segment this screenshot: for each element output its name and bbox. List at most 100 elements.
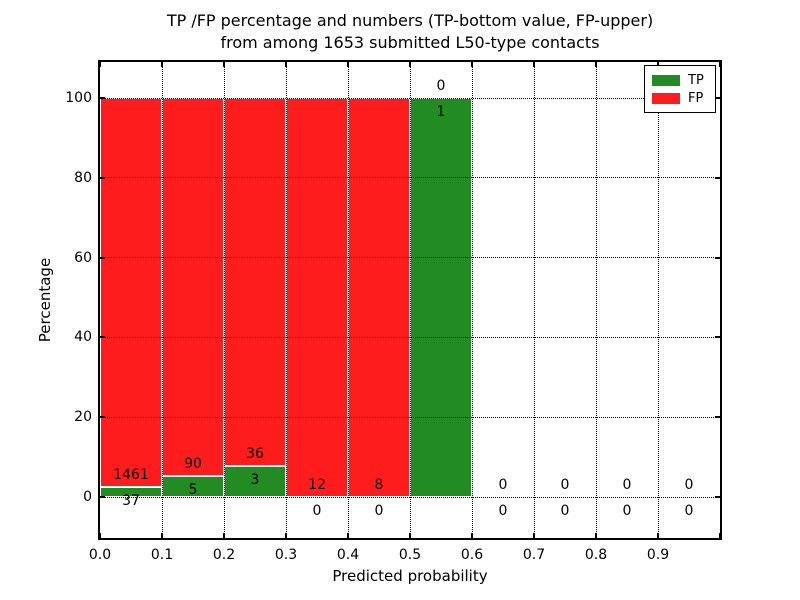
x-tick-label: 0.2 — [212, 547, 236, 563]
tp-count-label: 0 — [622, 503, 632, 519]
y-tick-mark-right — [715, 336, 720, 339]
tp-count-label: 0 — [498, 503, 508, 519]
grid-line-vertical — [285, 62, 287, 538]
y-tick-label: 60 — [74, 249, 92, 266]
grid-line-vertical — [595, 62, 597, 538]
grid-line-vertical — [409, 62, 411, 538]
chart-title: TP /FP percentage and numbers (TP-bottom… — [100, 10, 720, 54]
bar-segment-fp — [348, 98, 410, 497]
y-tick-mark — [100, 176, 105, 179]
x-tick-mark — [533, 533, 535, 538]
x-tick-mark — [285, 533, 287, 538]
tp-count-label: 1 — [436, 104, 446, 120]
grid-line-horizontal — [100, 257, 720, 259]
x-axis-label: Predicted probability — [332, 567, 488, 585]
legend-label-fp: FP — [688, 90, 704, 106]
x-tick-mark — [409, 533, 411, 538]
grid-line-vertical — [161, 62, 163, 538]
fp-count-label: 0 — [498, 477, 508, 493]
tp-count-label: 0 — [312, 503, 322, 519]
fp-count-label: 1461 — [113, 467, 149, 484]
x-tick-mark — [161, 533, 163, 538]
grid-line-vertical — [657, 62, 659, 538]
x-tick-mark — [719, 533, 721, 538]
x-tick-mark-top — [99, 62, 101, 67]
y-tick-mark-right — [715, 496, 720, 498]
y-tick-mark — [100, 496, 105, 498]
legend-swatch-tp — [652, 74, 680, 86]
x-tick-mark-top — [161, 62, 163, 67]
fp-count-label: 8 — [374, 477, 384, 493]
x-tick-mark — [347, 533, 349, 538]
x-tick-mark-top — [471, 62, 473, 67]
x-tick-label: 0.5 — [398, 547, 422, 563]
tp-count-label: 0 — [560, 503, 570, 519]
fp-count-label: 12 — [308, 477, 326, 493]
legend-label-tp: TP — [688, 72, 704, 88]
fp-count-label: 0 — [622, 477, 632, 493]
x-tick-mark — [99, 533, 101, 538]
x-tick-label: 0.0 — [88, 547, 112, 563]
x-tick-mark-top — [657, 62, 659, 67]
y-tick-label: 80 — [74, 169, 92, 186]
grid-line-horizontal — [100, 97, 720, 99]
x-tick-label: 0.9 — [646, 547, 670, 563]
y-tick-mark — [100, 256, 105, 259]
bar-segment-tp — [224, 466, 286, 497]
y-tick-mark — [100, 416, 105, 419]
y-tick-mark-right — [715, 416, 720, 419]
fp-count-label: 90 — [184, 456, 202, 472]
x-tick-mark-top — [595, 62, 597, 67]
x-tick-label: 0.4 — [336, 547, 360, 563]
x-tick-mark-top — [223, 62, 225, 67]
x-tick-mark — [657, 533, 659, 538]
tp-count-label: 5 — [188, 482, 198, 498]
grid-line-horizontal — [100, 416, 720, 418]
grid-line-horizontal — [100, 177, 720, 179]
x-tick-label: 0.6 — [460, 547, 484, 563]
bar-segment-fp — [286, 98, 348, 497]
y-tick-label: 100 — [65, 90, 92, 106]
x-tick-mark — [223, 533, 225, 538]
bar-segment-tp — [410, 98, 472, 497]
x-tick-mark-top — [347, 62, 349, 67]
grid-line-vertical — [533, 62, 535, 538]
y-tick-label: 0 — [83, 489, 92, 505]
grid-line-horizontal — [100, 496, 720, 498]
x-tick-mark-top — [285, 62, 287, 67]
bar-segment-fp — [162, 98, 224, 476]
x-tick-mark — [595, 533, 597, 538]
tp-count-label: 37 — [122, 493, 140, 510]
y-tick-mark — [100, 97, 105, 99]
tp-count-label: 3 — [250, 472, 260, 489]
x-tick-label: 0.1 — [150, 547, 174, 563]
fp-count-label: 36 — [246, 446, 264, 463]
x-tick-label: 0.7 — [522, 547, 546, 563]
y-tick-mark — [100, 336, 105, 339]
legend-item: FP — [652, 92, 715, 105]
chart-title-line1: TP /FP percentage and numbers (TP-bottom… — [166, 11, 654, 30]
y-tick-mark-right — [715, 256, 720, 259]
plot-area: 1461 37 90 5 36 3 12 0 8 0 0 1 0 0 0 0 0 0 0 0 — [98, 60, 722, 540]
grid-line-horizontal — [100, 336, 720, 338]
x-tick-label: 0.8 — [584, 547, 608, 563]
fp-count-label: 0 — [560, 477, 570, 493]
y-tick-mark-right — [715, 176, 720, 179]
x-tick-label: 0.3 — [274, 547, 298, 563]
tp-count-label: 0 — [374, 503, 384, 519]
legend-swatch-fp — [652, 92, 680, 104]
y-tick-label: 20 — [74, 409, 92, 426]
grid-line-vertical — [471, 62, 473, 538]
grid-line-vertical — [223, 62, 225, 538]
tp-count-label: 0 — [684, 503, 694, 519]
bar-segment-fp — [224, 98, 286, 467]
x-tick-mark-top — [409, 62, 411, 67]
legend: TP FP — [644, 65, 716, 113]
y-tick-mark-right — [715, 97, 720, 99]
x-tick-mark — [471, 533, 473, 538]
grid-line-vertical — [347, 62, 349, 538]
fp-count-label: 0 — [436, 78, 446, 94]
x-tick-mark-top — [719, 62, 721, 67]
chart-title-line2: from among 1653 submitted L50-type conta… — [220, 33, 600, 52]
